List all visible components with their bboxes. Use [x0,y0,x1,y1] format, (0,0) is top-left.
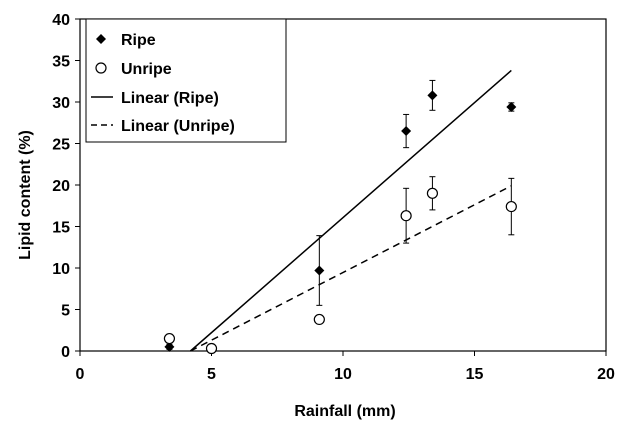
legend-linear-ripe-label: Linear (Ripe) [121,90,219,107]
point-unripe [400,210,412,222]
trendline-ripe [189,69,512,352]
point-ripe [314,265,325,276]
point-unripe [205,342,218,355]
y-tick-label: 15 [52,220,70,237]
legend-ripe-label: Ripe [121,32,156,49]
x-tick-label: 15 [466,366,484,383]
point-unripe [313,313,325,326]
point-unripe [163,332,176,345]
y-tick-label: 30 [52,95,70,112]
y-tick-label: 35 [52,54,70,71]
legend-unripe-marker [95,62,107,74]
point-ripe [401,126,412,137]
legend-box [85,18,287,143]
x-axis-title: Rainfall (mm) [294,403,395,420]
y-tick-label: 10 [52,261,70,278]
y-tick-label: 20 [52,178,70,195]
point-ripe [506,101,517,112]
legend-linear-unripe-label: Linear (Unripe) [121,118,235,135]
y-tick-label: 40 [52,12,70,29]
axes: 0 5 10 15 20 0 5 10 15 20 25 30 35 40 [52,12,615,383]
point-unripe [426,187,439,199]
data-points [163,90,517,355]
legend: Ripe Unripe Linear (Ripe) Linear (Unripe… [85,18,287,143]
x-tick-label: 20 [597,366,615,383]
point-unripe [505,200,517,213]
y-tick-label: 5 [61,303,70,320]
legend-unripe-label: Unripe [121,61,172,78]
x-tick-label: 0 [76,366,85,383]
y-tick-label: 0 [61,344,70,361]
x-tick-label: 5 [207,366,216,383]
point-ripe [164,341,175,352]
x-tick-label: 10 [334,366,352,383]
y-axis-title: Lipid content (%) [17,130,34,260]
trendlines [189,69,512,352]
legend-ripe-marker [96,34,106,44]
y-tick-label: 25 [52,137,70,154]
point-ripe [427,90,438,101]
trendline-unripe [190,185,512,352]
